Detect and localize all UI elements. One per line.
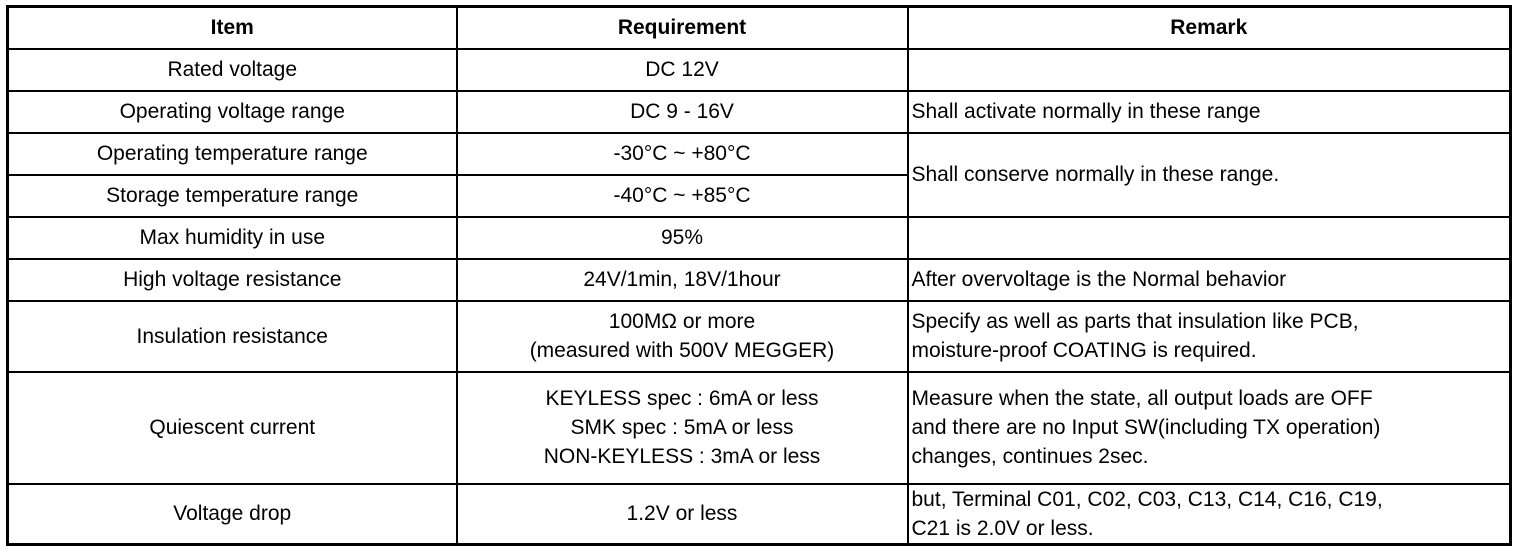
- item-cell: High voltage resistance: [6, 257, 458, 302]
- requirement-cell: 24V/1min, 18V/1hour: [455, 257, 909, 302]
- remark-cell: Shall conserve normally in these range.: [906, 131, 1512, 218]
- requirement-cell: -40°C ~ +85°C: [455, 173, 909, 218]
- remark-cell: [906, 47, 1512, 92]
- spec-table: Item Requirement Remark Rated voltage DC…: [6, 5, 1512, 546]
- table-row: Voltage drop 1.2V or less but, Terminal …: [6, 482, 1512, 546]
- item-cell: Max humidity in use: [6, 215, 458, 260]
- table-row: High voltage resistance 24V/1min, 18V/1h…: [6, 257, 1512, 302]
- item-cell: Quiescent current: [6, 370, 458, 485]
- requirement-cell: 100MΩ or more (measured with 500V MEGGER…: [455, 299, 909, 373]
- item-cell: Operating voltage range: [6, 89, 458, 134]
- requirement-cell: -30°C ~ +80°C: [455, 131, 909, 176]
- remark-cell: Shall activate normally in these range: [906, 89, 1512, 134]
- requirement-line: KEYLESS spec : 6mA or less: [545, 387, 819, 410]
- requirement-line: SMK spec : 5mA or less: [570, 416, 794, 439]
- requirement-line: 100MΩ or more: [608, 310, 756, 333]
- table-row: Rated voltage DC 12V: [6, 47, 1512, 92]
- table-row: Insulation resistance 100MΩ or more (mea…: [6, 299, 1512, 373]
- remark-line: Measure when the state, all output loads…: [911, 387, 1373, 410]
- requirement-cell: DC 9 - 16V: [455, 89, 909, 134]
- table-row: Storage temperature range -40°C ~ +85°C: [6, 173, 1511, 218]
- header-remark: Remark: [906, 5, 1512, 50]
- remark-cell: After overvoltage is the Normal behavior: [906, 257, 1512, 302]
- table-row: Quiescent current KEYLESS spec : 6mA or …: [6, 370, 1512, 485]
- remark-line: moisture-proof COATING is required.: [911, 339, 1257, 362]
- header-row: Item Requirement Remark: [6, 5, 1512, 50]
- item-cell: Rated voltage: [6, 47, 458, 92]
- item-cell: Storage temperature range: [6, 173, 458, 218]
- remark-cell: but, Terminal C01, C02, C03, C13, C14, C…: [906, 482, 1512, 546]
- remark-line: C21 is 2.0V or less.: [911, 516, 1094, 540]
- header-item: Item: [6, 5, 458, 50]
- remark-line: and there are no Input SW(including TX o…: [911, 416, 1381, 439]
- remark-line: changes, continues 2sec.: [911, 445, 1149, 468]
- remark-cell: Measure when the state, all output loads…: [906, 370, 1512, 485]
- requirement-cell: 95%: [455, 215, 909, 260]
- table-row: Operating voltage range DC 9 - 16V Shall…: [6, 89, 1512, 134]
- requirement-line: (measured with 500V MEGGER): [529, 339, 835, 362]
- remark-cell: [906, 215, 1512, 260]
- table-row: Operating temperature range -30°C ~ +80°…: [6, 131, 1512, 218]
- requirement-cell: KEYLESS spec : 6mA or less SMK spec : 5m…: [455, 370, 909, 485]
- table-row: Max humidity in use 95%: [6, 215, 1512, 260]
- item-cell: Operating temperature range: [6, 131, 458, 176]
- requirement-cell: 1.2V or less: [455, 482, 909, 546]
- remark-cell: Specify as well as parts that insulation…: [906, 299, 1512, 373]
- item-cell: Insulation resistance: [6, 299, 458, 373]
- requirement-cell: DC 12V: [455, 47, 909, 92]
- header-requirement: Requirement: [455, 5, 909, 50]
- remark-line: but, Terminal C01, C02, C03, C13, C14, C…: [911, 487, 1383, 511]
- item-cell: Voltage drop: [6, 482, 458, 546]
- requirement-line: NON-KEYLESS : 3mA or less: [543, 445, 821, 468]
- remark-line: Specify as well as parts that insulation…: [911, 310, 1359, 333]
